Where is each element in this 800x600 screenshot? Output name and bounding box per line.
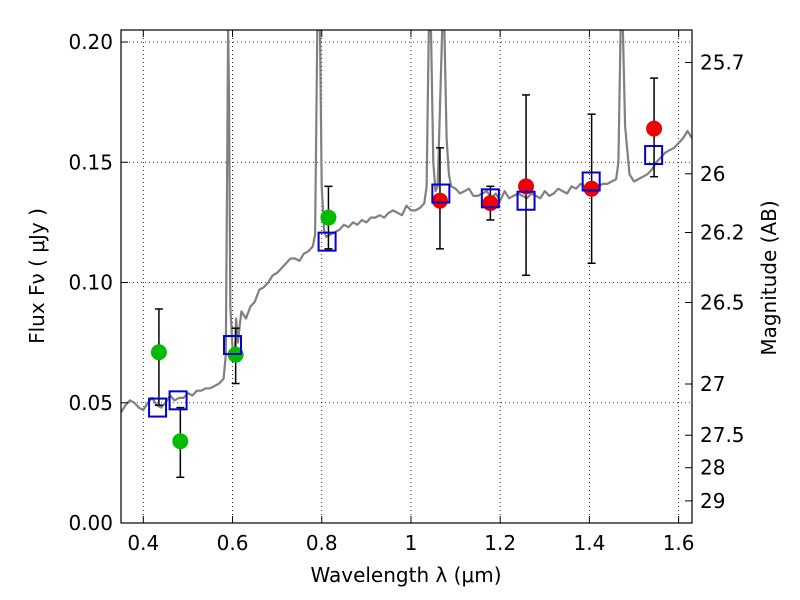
x-axis-ticks: 0.4 0.6 0.8 1 1.2 1.4 1.6: [127, 30, 695, 555]
observed-point: [431, 192, 448, 209]
right-tick-label: 26.5: [700, 290, 745, 314]
model-point: [431, 183, 451, 204]
x-tick-label: 0.8: [306, 531, 338, 555]
y-tick-label: 0.10: [68, 271, 113, 295]
right-tick-label: 26: [700, 162, 725, 186]
observed-point: [646, 120, 663, 137]
y-tick-label: 0.20: [68, 30, 113, 54]
right-tick-label: 26.2: [700, 220, 745, 244]
x-tick-label: 1: [405, 531, 418, 555]
x-tick-label: 1.4: [573, 531, 605, 555]
y-axis-label: Flux Fν ( μJy ): [25, 208, 49, 344]
right-tick-label: 27.5: [700, 423, 745, 447]
x-tick-label: 0.6: [217, 531, 249, 555]
right-axis-ticks: 25.7 26 26.2 26.5 27 27.5 28 29: [685, 50, 745, 513]
model-point: [148, 397, 168, 418]
right-tick-label: 29: [700, 489, 725, 513]
y-tick-label: 0.00: [68, 511, 113, 535]
observed-point: [583, 180, 600, 197]
y-tick-label: 0.15: [68, 150, 113, 174]
model-point: [168, 390, 188, 411]
model-layer: [148, 145, 664, 418]
right-tick-label: 27: [700, 372, 725, 396]
plot-frame: [120, 29, 693, 524]
right-axis-label: Magnitude (AB): [757, 200, 781, 355]
model-point: [581, 171, 601, 192]
model-point: [480, 188, 500, 209]
y-axis-ticks: 0.00 0.05 0.10 0.15 0.20: [68, 30, 128, 535]
x-axis-label: Wavelength λ (μm): [310, 563, 501, 587]
observed-point: [518, 178, 535, 195]
observed-point: [482, 195, 499, 212]
observed-point: [320, 209, 337, 226]
model-point: [516, 190, 536, 211]
x-tick-label: 0.4: [127, 531, 159, 555]
x-tick-label: 1.2: [484, 531, 516, 555]
right-tick-label: 28: [700, 456, 725, 480]
right-tick-label: 25.7: [700, 50, 745, 74]
model-point: [644, 145, 664, 166]
y-tick-label: 0.05: [68, 391, 113, 415]
model-point: [223, 335, 243, 356]
x-tick-label: 1.6: [663, 531, 695, 555]
observed-point: [172, 433, 189, 450]
observed-point: [150, 344, 167, 361]
model-point: [317, 231, 337, 252]
